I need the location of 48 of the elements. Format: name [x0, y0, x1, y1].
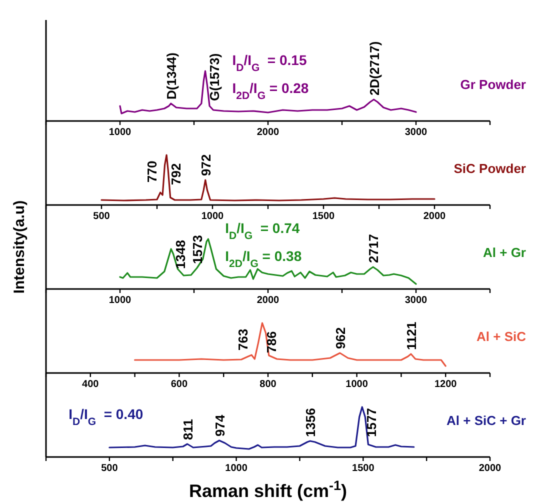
annotation: 786 [264, 331, 280, 353]
text: Gr Powder [460, 77, 526, 92]
annotation: I$_{D}$/I$_{G}$ = 0.15 [232, 52, 307, 74]
annotation: I$_{2D}$/I$_{G}$ = 0.28 [232, 80, 309, 102]
annotation: 974 [212, 414, 228, 436]
annotation: 2D(2717) [366, 41, 382, 96]
y-axis-title: Intensity(a.u) [11, 200, 28, 294]
annotation: 972 [198, 154, 214, 176]
annotation: 1348 [173, 240, 188, 269]
annotation: I$_{D}$/I$_{G}$ = 0.40 [68, 406, 144, 428]
x-tick-label: 1000 [108, 295, 132, 306]
x-tick-label: 500 [93, 211, 110, 222]
text: Al + Gr [483, 245, 526, 260]
x-tick-label: 400 [82, 379, 100, 390]
annotation: 763 [236, 328, 251, 350]
annotation: 1577 [364, 408, 380, 437]
text: Al + SiC + Gr [446, 413, 526, 428]
x-tick-label: 2000 [423, 211, 446, 222]
annotation: 1573 [190, 235, 205, 264]
annotation: I$_{D}$/I$_{G}$ = 0.74 [225, 220, 300, 242]
x-tick-label: 800 [260, 379, 277, 390]
annotation: 1356 [303, 408, 318, 437]
x-tick-label: 500 [101, 463, 118, 474]
annotation: 1121 [404, 322, 419, 350]
x-tick-label: 1000 [201, 211, 224, 222]
x-tick-label: 1500 [352, 463, 375, 474]
x-tick-label: 3000 [404, 295, 428, 306]
annotation: 770 [144, 160, 160, 182]
x-tick-label: 2000 [478, 463, 502, 474]
x-tick-label: 3000 [404, 127, 428, 138]
x-tick-label: 2000 [256, 295, 280, 306]
x-tick-label: 2000 [256, 127, 280, 138]
text: Al + SiC [476, 329, 527, 344]
x-axis-title: Raman shift (cm$^{-1}$) [188, 478, 348, 501]
x-tick-label: 1000 [225, 463, 248, 474]
annotation: D(1344) [164, 52, 179, 100]
annotation: 962 [332, 327, 348, 349]
annotation: 2717 [366, 234, 382, 263]
text: SiC Powder [454, 161, 526, 176]
x-tick-label: 1500 [312, 211, 336, 222]
annotation: I$_{2D}$/I$_{G}$ = 0.38 [225, 248, 302, 270]
annotation: 811 [180, 419, 196, 440]
x-tick-label: 1000 [346, 379, 368, 390]
annotation: G(1573) [207, 53, 222, 101]
annotation: 792 [168, 163, 184, 185]
x-tick-label: 1000 [108, 127, 132, 138]
x-tick-label: 1200 [434, 379, 458, 390]
x-tick-label: 600 [170, 379, 188, 390]
